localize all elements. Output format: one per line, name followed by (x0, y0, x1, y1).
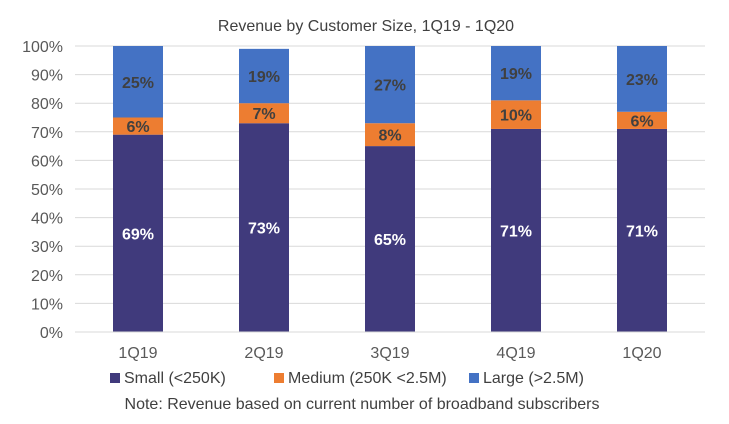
x-tick-label: 4Q19 (496, 345, 535, 362)
y-tick-label: 10% (31, 296, 63, 313)
y-tick-label: 60% (31, 153, 63, 170)
data-label: 19% (500, 66, 532, 83)
bar-segment (239, 103, 289, 124)
bar-segment (239, 123, 289, 332)
bar-segment (617, 128, 667, 332)
data-label: 10% (500, 108, 532, 125)
bar-segment (239, 48, 289, 104)
data-label: 6% (630, 113, 653, 130)
x-axis: 1Q19 2Q19 3Q19 4Q19 1Q20 (75, 331, 705, 362)
bar-segment (365, 123, 415, 147)
data-label: 71% (500, 223, 532, 240)
legend-swatch (469, 373, 479, 383)
bar-segment (617, 46, 667, 112)
y-tick-label: 30% (31, 239, 63, 256)
bar-segment (491, 100, 541, 129)
bars (113, 46, 667, 332)
y-tick-label: 40% (31, 211, 63, 228)
legend-swatch (110, 373, 120, 383)
y-tick-label: 70% (31, 125, 63, 142)
chart-title: Revenue by Customer Size, 1Q19 - 1Q20 (218, 18, 514, 35)
y-tick-label: 50% (31, 182, 63, 199)
bar-segment (617, 111, 667, 129)
data-label: 23% (626, 72, 658, 89)
y-axis: 0% 10% 20% 30% 40% 50% 60% 70% 80% 90% 100% (22, 39, 63, 342)
y-tick-label: 90% (31, 68, 63, 85)
bar-segment (365, 46, 415, 124)
legend-label: Medium (250K <2.5M) (288, 370, 447, 387)
bar-segment (365, 146, 415, 332)
data-label: 69% (122, 226, 154, 243)
data-label: 8% (378, 128, 401, 145)
bar-segment (491, 128, 541, 332)
data-labels: 69% 6% 25% 73% 7% 19% 65% 8% 27% 71% 10% 19% 71% 6% 23… (122, 66, 658, 249)
x-tick-label: 1Q20 (622, 345, 661, 362)
data-label: 71% (626, 223, 658, 240)
bar-segment (113, 46, 163, 118)
data-label: 25% (122, 75, 154, 92)
data-label: 27% (374, 78, 406, 95)
bar-segment (113, 117, 163, 135)
legend-label: Small (<250K) (124, 370, 226, 387)
x-tick-label: 1Q19 (118, 345, 157, 362)
data-label: 73% (248, 221, 280, 238)
legend-swatch (274, 373, 284, 383)
y-tick-label: 80% (31, 96, 63, 113)
data-label: 7% (252, 106, 275, 123)
x-tick-label: 2Q19 (244, 345, 283, 362)
chart-note: Note: Revenue based on current number of… (125, 396, 600, 413)
x-tick-label: 3Q19 (370, 345, 409, 362)
bar-segment (491, 46, 541, 101)
legend-label: Large (>2.5M) (483, 370, 584, 387)
y-tick-label: 0% (40, 325, 63, 342)
data-label: 65% (374, 232, 406, 249)
legend: Small (<250K) Medium (250K <2.5M) Large (>… (110, 370, 584, 387)
data-label: 6% (126, 119, 149, 136)
y-tick-label: 100% (22, 39, 63, 56)
bar-segment (113, 134, 163, 332)
data-label: 19% (248, 69, 280, 86)
y-tick-label: 20% (31, 268, 63, 285)
